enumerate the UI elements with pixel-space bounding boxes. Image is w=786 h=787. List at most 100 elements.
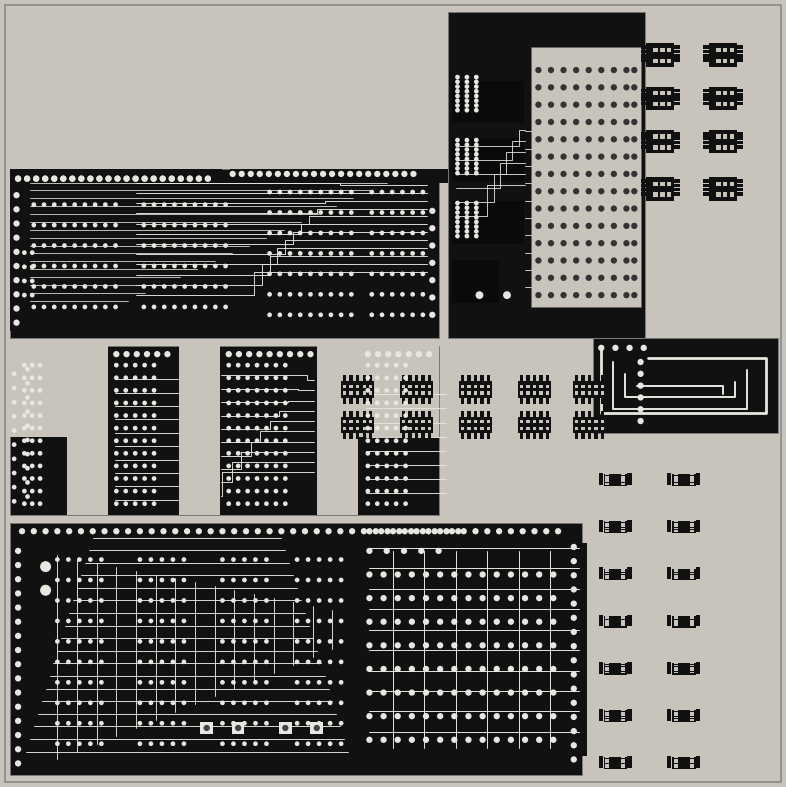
Circle shape xyxy=(137,528,143,534)
Bar xyxy=(599,567,603,570)
Circle shape xyxy=(395,351,402,357)
Circle shape xyxy=(548,223,554,229)
Bar xyxy=(409,427,412,430)
Circle shape xyxy=(123,363,128,368)
Circle shape xyxy=(31,202,36,207)
Circle shape xyxy=(31,223,36,227)
Circle shape xyxy=(522,642,528,648)
Circle shape xyxy=(99,700,104,705)
Circle shape xyxy=(226,451,231,456)
Bar xyxy=(343,411,346,417)
Circle shape xyxy=(347,171,354,177)
Bar xyxy=(402,385,405,388)
Circle shape xyxy=(508,666,514,672)
Circle shape xyxy=(141,202,146,207)
Circle shape xyxy=(22,250,27,255)
Circle shape xyxy=(152,284,156,289)
Circle shape xyxy=(15,619,21,625)
Bar xyxy=(667,570,671,572)
Bar xyxy=(690,622,694,624)
Bar xyxy=(696,572,700,575)
Circle shape xyxy=(631,257,637,264)
Circle shape xyxy=(479,642,486,648)
Bar xyxy=(737,98,743,101)
Circle shape xyxy=(641,345,647,351)
Circle shape xyxy=(522,737,528,743)
Bar xyxy=(520,397,523,404)
Circle shape xyxy=(253,619,258,623)
Circle shape xyxy=(242,741,247,746)
Circle shape xyxy=(142,375,147,380)
Bar xyxy=(468,391,471,395)
Circle shape xyxy=(429,277,435,283)
Bar xyxy=(674,573,678,575)
Circle shape xyxy=(298,231,303,235)
Bar xyxy=(605,625,609,626)
Circle shape xyxy=(308,210,313,215)
Bar xyxy=(582,391,585,395)
Bar xyxy=(428,433,432,439)
Bar xyxy=(599,759,603,761)
Bar xyxy=(402,375,405,382)
Circle shape xyxy=(598,275,604,281)
Circle shape xyxy=(205,176,211,182)
Circle shape xyxy=(226,489,231,493)
Bar xyxy=(737,58,743,62)
Circle shape xyxy=(418,548,424,554)
Circle shape xyxy=(22,401,27,405)
Circle shape xyxy=(455,138,460,142)
Bar xyxy=(672,663,696,675)
Bar xyxy=(703,145,710,149)
Circle shape xyxy=(508,619,514,625)
Bar xyxy=(356,385,359,388)
Circle shape xyxy=(55,721,60,726)
Bar xyxy=(599,617,603,619)
Bar xyxy=(672,568,696,581)
Bar xyxy=(627,523,632,525)
Circle shape xyxy=(113,351,119,357)
Circle shape xyxy=(384,388,389,393)
Circle shape xyxy=(423,689,429,696)
Circle shape xyxy=(479,619,486,625)
Circle shape xyxy=(573,205,579,212)
Bar xyxy=(594,427,597,430)
Circle shape xyxy=(384,489,389,493)
Bar xyxy=(350,420,353,423)
Bar xyxy=(474,385,477,388)
Circle shape xyxy=(30,363,35,368)
Bar xyxy=(533,391,536,395)
Bar xyxy=(622,617,626,619)
Circle shape xyxy=(152,202,156,207)
Bar xyxy=(690,620,694,622)
Circle shape xyxy=(384,171,390,177)
Circle shape xyxy=(15,689,21,696)
Bar xyxy=(696,622,700,624)
Bar xyxy=(605,530,609,532)
Circle shape xyxy=(550,642,556,648)
Circle shape xyxy=(365,351,371,357)
Bar xyxy=(672,474,696,486)
Circle shape xyxy=(409,666,415,672)
Bar xyxy=(667,763,671,766)
Circle shape xyxy=(339,619,343,623)
Bar xyxy=(690,757,694,759)
Circle shape xyxy=(42,528,49,534)
Circle shape xyxy=(366,619,373,625)
Circle shape xyxy=(30,250,35,255)
Bar xyxy=(647,177,674,201)
Circle shape xyxy=(455,205,460,210)
Circle shape xyxy=(394,401,399,405)
Bar xyxy=(599,570,603,572)
Circle shape xyxy=(349,210,354,215)
Circle shape xyxy=(160,176,166,182)
Bar xyxy=(723,102,728,106)
Bar xyxy=(703,89,710,92)
Circle shape xyxy=(187,176,193,182)
Circle shape xyxy=(637,359,644,365)
Circle shape xyxy=(522,666,528,672)
Circle shape xyxy=(123,176,130,182)
Circle shape xyxy=(455,215,460,220)
Circle shape xyxy=(52,202,57,207)
Circle shape xyxy=(138,598,142,603)
Bar xyxy=(667,624,671,626)
